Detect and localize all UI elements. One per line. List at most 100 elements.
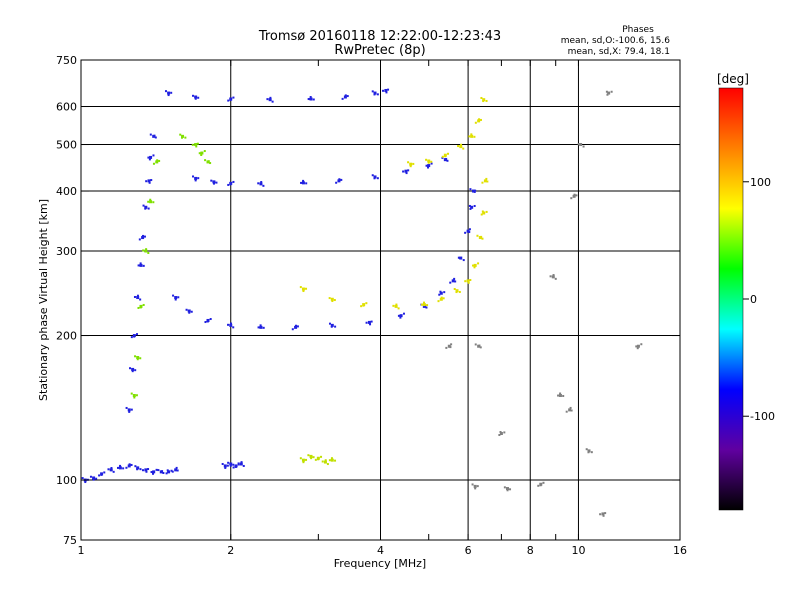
data-point bbox=[467, 281, 470, 284]
data-point bbox=[156, 159, 159, 162]
phases-o-mode: mean, sd,O:-100.6, 15.6 bbox=[561, 36, 671, 46]
data-point bbox=[144, 249, 148, 253]
data-point bbox=[575, 194, 578, 197]
data-point bbox=[476, 485, 479, 488]
data-point bbox=[227, 323, 230, 326]
data-point bbox=[229, 462, 233, 466]
data-point bbox=[441, 156, 444, 159]
data-point bbox=[440, 296, 443, 299]
data-point bbox=[134, 355, 137, 358]
data-point bbox=[587, 451, 590, 454]
data-point bbox=[539, 484, 542, 487]
data-point bbox=[305, 182, 308, 185]
data-point bbox=[312, 98, 315, 101]
data-point bbox=[232, 466, 235, 469]
data-point bbox=[125, 466, 128, 469]
data-point bbox=[468, 135, 471, 138]
data-point bbox=[139, 468, 142, 471]
data-point bbox=[206, 320, 209, 323]
data-point bbox=[154, 136, 157, 139]
data-point bbox=[482, 100, 485, 103]
data-point bbox=[237, 462, 240, 465]
data-point bbox=[134, 465, 137, 468]
data-point bbox=[384, 88, 388, 92]
data-point bbox=[499, 432, 503, 436]
data-point bbox=[468, 228, 471, 231]
data-point bbox=[128, 463, 131, 466]
data-point bbox=[229, 183, 232, 186]
data-point bbox=[129, 367, 132, 370]
data-point bbox=[362, 304, 365, 307]
data-point bbox=[635, 345, 638, 348]
data-point bbox=[136, 355, 140, 359]
data-point bbox=[371, 90, 374, 93]
phases-x-mode: mean, sd,X: 79.4, 18.1 bbox=[568, 47, 670, 57]
data-point bbox=[257, 182, 260, 185]
data-point bbox=[196, 142, 199, 145]
data-point bbox=[606, 93, 609, 96]
data-point bbox=[470, 134, 474, 138]
data-point bbox=[334, 325, 337, 328]
data-point bbox=[174, 298, 177, 301]
data-point bbox=[330, 323, 334, 327]
data-point bbox=[152, 162, 155, 165]
data-point bbox=[203, 150, 206, 153]
data-point bbox=[470, 205, 474, 209]
data-point bbox=[376, 93, 379, 96]
data-point bbox=[142, 264, 145, 267]
data-point bbox=[470, 133, 473, 136]
data-point bbox=[148, 158, 151, 161]
data-point bbox=[537, 484, 540, 487]
data-point bbox=[291, 328, 294, 331]
data-point bbox=[147, 200, 150, 203]
data-point bbox=[138, 238, 141, 241]
data-point bbox=[180, 136, 183, 139]
data-point bbox=[242, 464, 245, 467]
data-point bbox=[207, 160, 210, 163]
data-point bbox=[257, 326, 260, 329]
data-point bbox=[317, 458, 320, 461]
data-point bbox=[480, 96, 483, 99]
y-tick-label: 75 bbox=[63, 534, 77, 547]
data-point bbox=[223, 464, 227, 468]
data-point bbox=[302, 461, 305, 464]
data-point bbox=[95, 477, 98, 480]
data-point bbox=[590, 451, 593, 454]
data-point bbox=[305, 458, 308, 461]
data-point bbox=[157, 469, 160, 472]
data-point bbox=[330, 458, 334, 462]
data-point bbox=[98, 474, 101, 477]
data-point bbox=[142, 234, 145, 237]
x-tick-label: 2 bbox=[227, 544, 234, 557]
data-point bbox=[134, 369, 137, 372]
data-point bbox=[344, 94, 347, 97]
data-point bbox=[605, 90, 608, 93]
data-point bbox=[394, 304, 398, 308]
data-point bbox=[373, 91, 377, 95]
data-point bbox=[259, 182, 263, 186]
data-point bbox=[144, 468, 148, 472]
data-point bbox=[457, 145, 460, 148]
data-point bbox=[148, 181, 151, 184]
data-point bbox=[334, 459, 337, 462]
data-point bbox=[443, 153, 447, 157]
data-point bbox=[585, 448, 588, 451]
data-point bbox=[119, 464, 122, 467]
data-point bbox=[573, 193, 576, 196]
data-point bbox=[152, 154, 155, 157]
x-tick-label: 6 bbox=[465, 544, 472, 557]
data-point bbox=[407, 161, 410, 164]
data-point bbox=[147, 251, 150, 254]
data-point bbox=[362, 303, 366, 307]
data-point bbox=[147, 207, 150, 210]
data-point bbox=[170, 469, 173, 472]
data-point bbox=[601, 512, 605, 516]
data-point bbox=[439, 297, 443, 301]
data-point bbox=[447, 344, 451, 348]
data-point bbox=[478, 344, 481, 347]
data-point bbox=[139, 306, 142, 309]
data-point bbox=[328, 459, 331, 462]
data-point bbox=[307, 454, 310, 457]
data-point bbox=[444, 155, 447, 158]
